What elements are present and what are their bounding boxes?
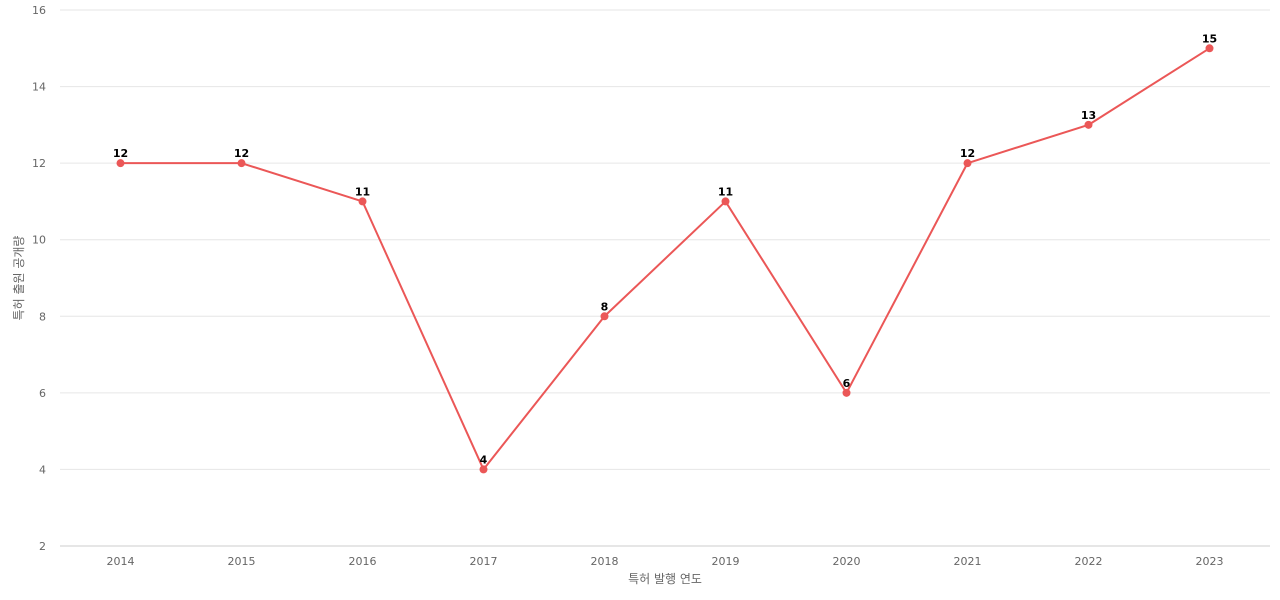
data-point[interactable] xyxy=(237,159,246,168)
data-label: 12 xyxy=(960,147,975,160)
data-point[interactable] xyxy=(963,159,972,168)
y-tick-label: 16 xyxy=(32,4,46,17)
x-tick-label: 2019 xyxy=(712,555,740,568)
data-point[interactable] xyxy=(600,312,609,321)
x-tick-label: 2023 xyxy=(1196,555,1224,568)
x-tick-label: 2016 xyxy=(349,555,377,568)
data-label: 8 xyxy=(601,300,609,313)
y-tick-label: 2 xyxy=(39,540,46,553)
data-point[interactable] xyxy=(721,197,730,206)
x-axis-title: 특허 발행 연도 xyxy=(628,571,702,586)
y-tick-label: 8 xyxy=(39,310,46,323)
axes: 2 4 6 8 10 12 14 16 2014 2015 2016 2017 2018 2019 2020… xyxy=(32,4,1270,568)
y-tick-label: 4 xyxy=(39,463,46,476)
y-tick-label: 6 xyxy=(39,387,46,400)
data-point[interactable] xyxy=(479,465,488,474)
data-point[interactable] xyxy=(1084,120,1093,129)
data-label: 11 xyxy=(355,185,370,198)
x-tick-label: 2015 xyxy=(228,555,256,568)
data-labels: 12 12 11 4 8 11 6 12 13 15 xyxy=(113,32,1217,466)
data-label: 15 xyxy=(1202,32,1217,45)
series-line xyxy=(120,47,1211,471)
data-point[interactable] xyxy=(842,388,851,397)
x-tick-label: 2018 xyxy=(591,555,619,568)
data-point[interactable] xyxy=(358,197,367,206)
data-label: 11 xyxy=(718,185,733,198)
series xyxy=(116,44,1214,474)
gridlines xyxy=(60,9,1270,470)
x-tick-label: 2022 xyxy=(1075,555,1103,568)
y-tick-label: 12 xyxy=(32,157,46,170)
y-tick-label: 10 xyxy=(32,234,46,247)
y-axis-title: 특허 출원 공개량 xyxy=(12,236,26,321)
x-tick-label: 2017 xyxy=(470,555,498,568)
x-tick-label: 2021 xyxy=(954,555,982,568)
data-label: 12 xyxy=(234,147,249,160)
x-tick-label: 2014 xyxy=(107,555,135,568)
x-tick-label: 2020 xyxy=(833,555,861,568)
data-label: 13 xyxy=(1081,109,1096,122)
data-label: 12 xyxy=(113,147,128,160)
data-point[interactable] xyxy=(116,159,125,168)
data-label: 6 xyxy=(843,377,851,390)
y-tick-label: 14 xyxy=(32,81,46,94)
data-point[interactable] xyxy=(1205,44,1214,53)
data-label: 4 xyxy=(480,453,488,466)
